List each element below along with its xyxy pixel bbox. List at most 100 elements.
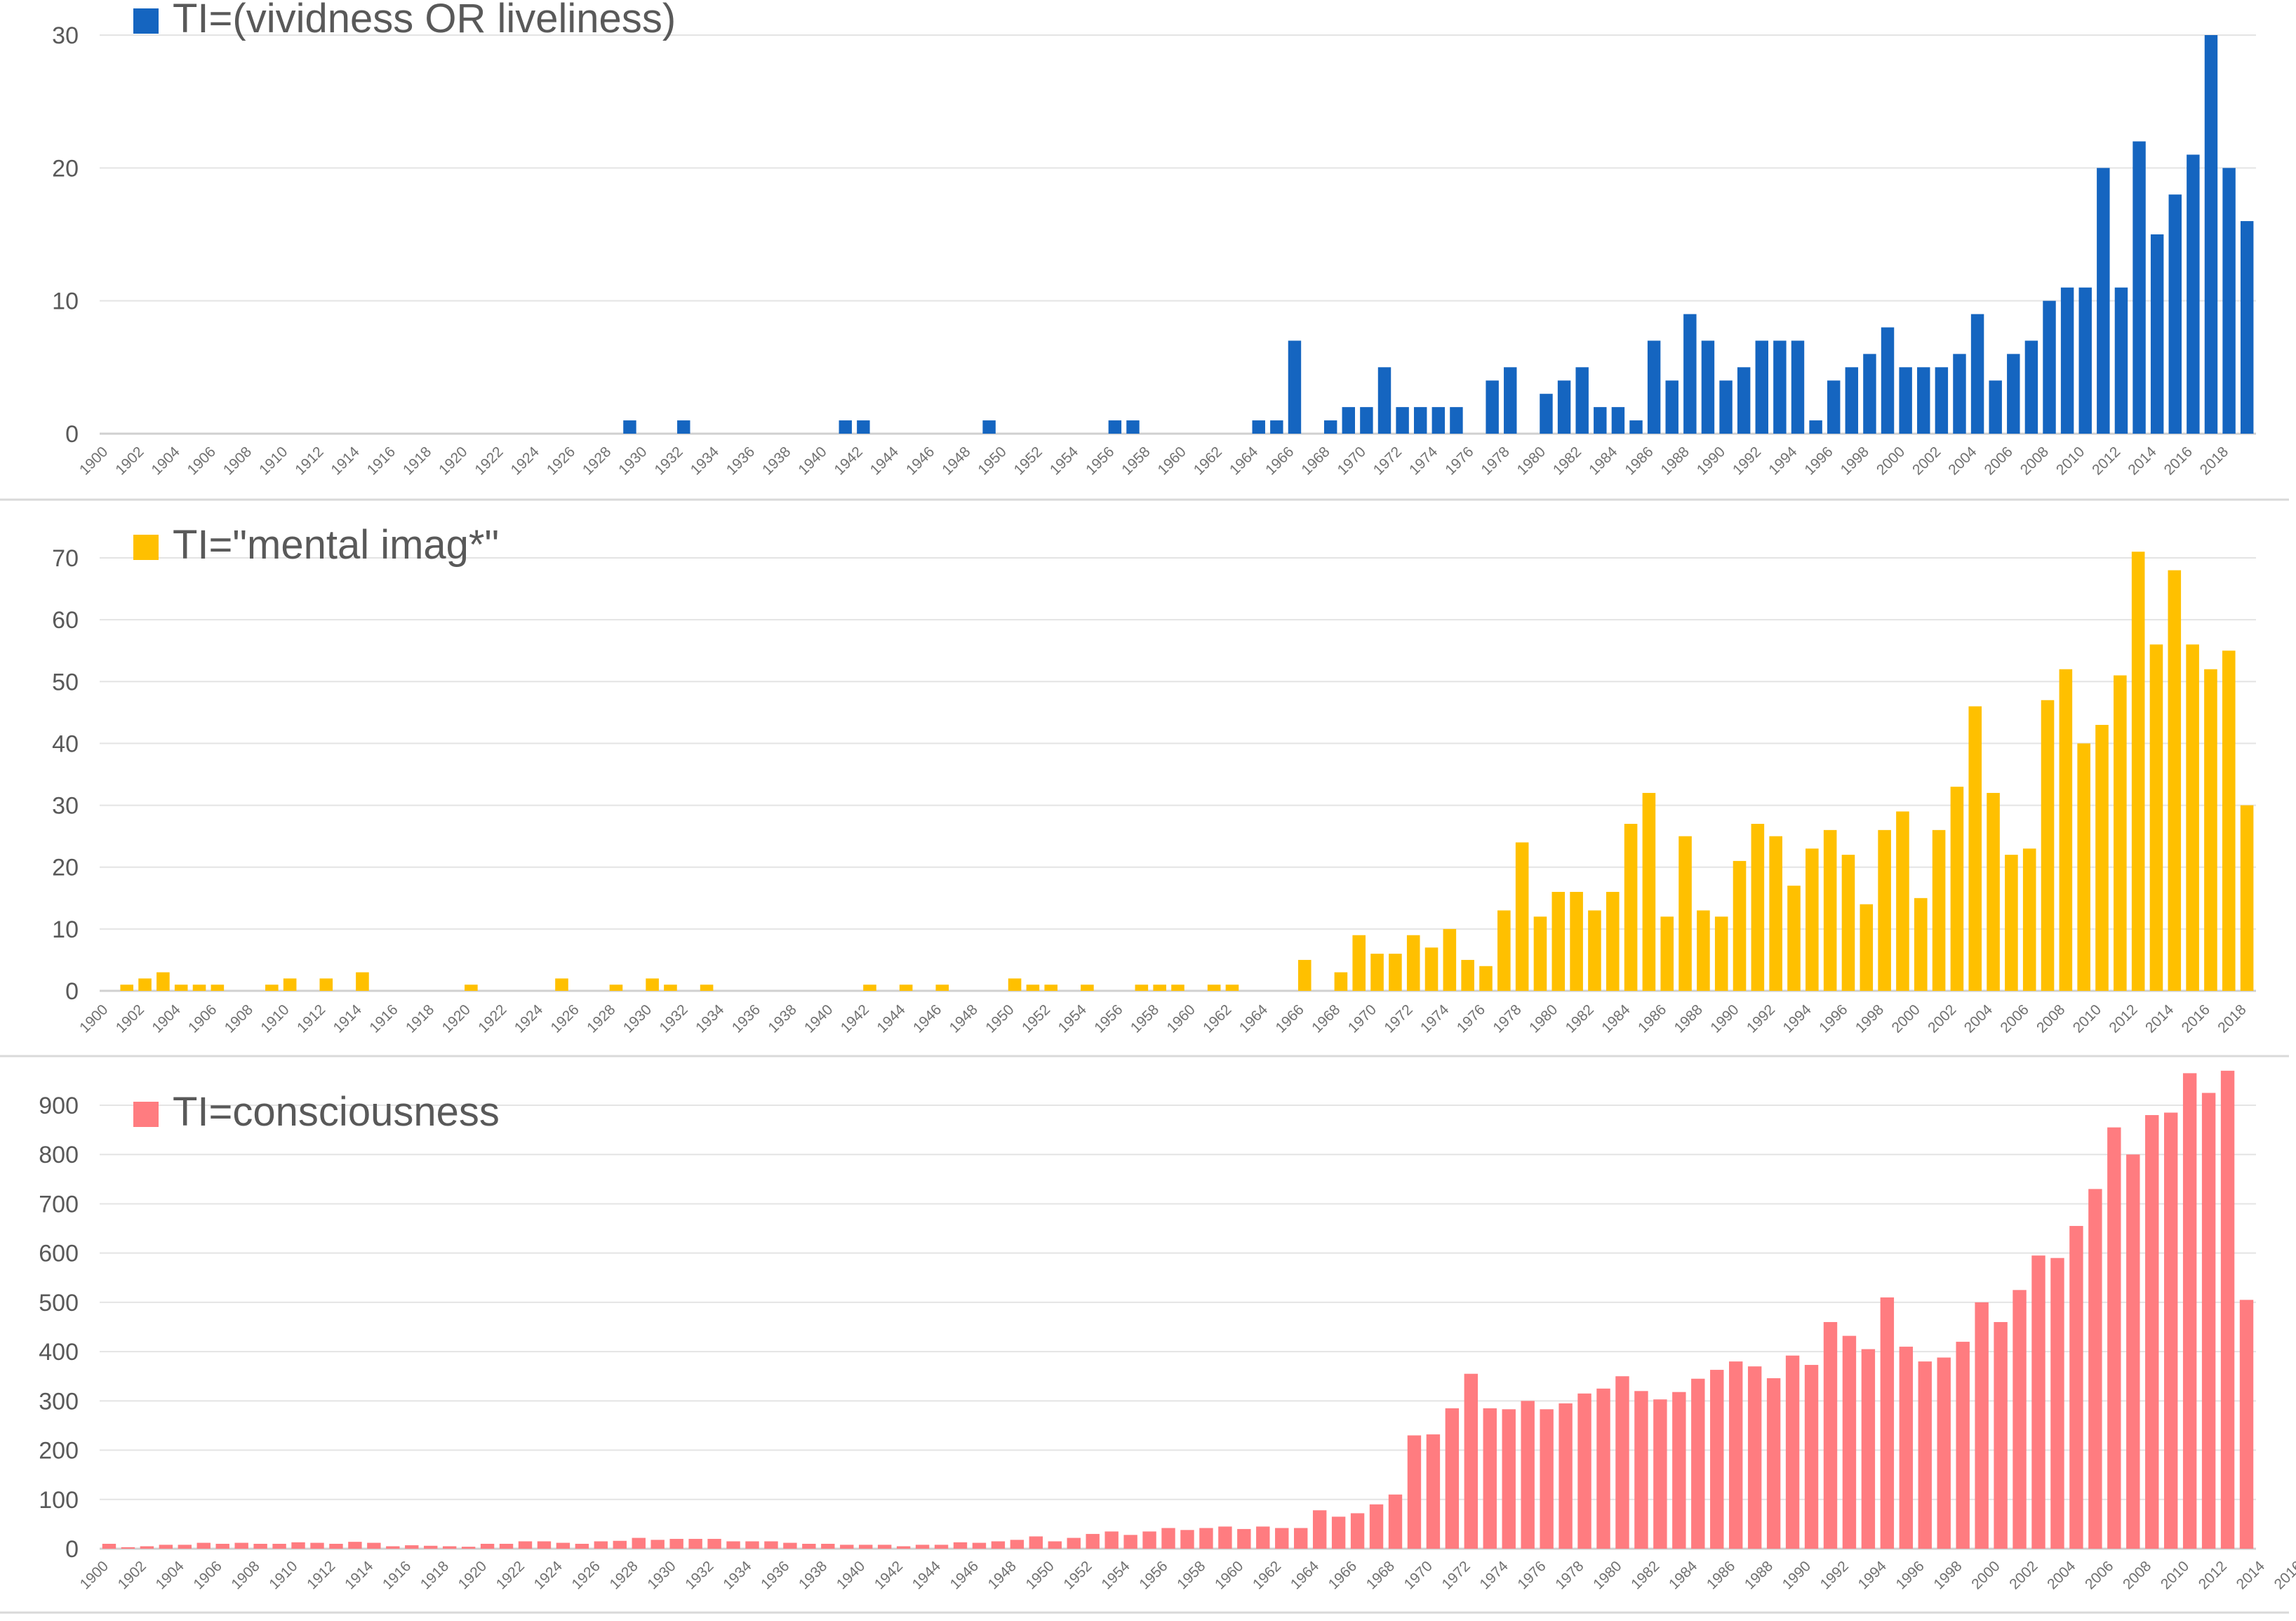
bar [211,985,225,991]
bar [499,1543,514,1549]
x-tick-label: 1924 [508,443,543,479]
x-tick-label: 1928 [580,443,614,478]
x-tick-label: 1902 [115,1558,149,1592]
x-tick-label: 1994 [1855,1558,1890,1593]
x-tick-label: 1978 [1478,443,1512,478]
bar [1180,1530,1194,1549]
bar [1533,916,1547,991]
bar [1863,354,1876,434]
bar [1048,1541,1062,1549]
bar [2024,340,2038,434]
bar [2168,570,2182,991]
y-tick-label: 70 [52,545,79,572]
bar [1842,1335,1857,1549]
bar [2239,1300,2254,1549]
bar [2126,1154,2140,1549]
bar [1312,1510,1327,1549]
bar [646,978,659,991]
x-tick-label: 1934 [688,443,723,479]
bar [1596,1388,1610,1549]
bar [1029,1536,1043,1549]
x-tick-label: 1912 [292,443,326,478]
bar [1918,1361,1932,1549]
bar [1297,959,1311,991]
bar [1935,367,1949,434]
bar [1701,340,1715,434]
y-tick-label: 30 [52,22,79,49]
bar [2131,552,2145,991]
bar [1424,947,1439,991]
x-tick-label: 1900 [76,443,111,478]
x-tick-label: 2002 [2006,1558,2041,1592]
bar [1450,407,1463,434]
bar [2220,1070,2235,1549]
x-tick-label: 1952 [1019,1001,1053,1036]
bar [1937,1357,1951,1549]
x-tick-label: 1970 [1401,1558,1436,1592]
bar [688,1538,702,1549]
x-tick-label: 1922 [493,1558,528,1592]
x-tick-label: 1982 [1628,1558,1662,1592]
bar [1479,966,1493,991]
x-tick-label: 1966 [1262,443,1297,478]
x-tick-label: 1920 [455,1558,490,1592]
bar [310,1542,324,1549]
x-tick-label: 2000 [1874,443,1908,478]
x-tick-label: 1906 [190,1558,225,1592]
bar [877,1545,892,1549]
x-tick-label: 1910 [258,1001,292,1036]
x-tick-label: 1970 [1335,443,1369,478]
bar [283,978,297,991]
x-tick-label: 1936 [729,1001,763,1036]
x-tick-label: 1992 [1817,1558,1852,1592]
x-tick-label: 1986 [1635,1001,1669,1036]
x-tick-label: 2014 [2125,443,2160,479]
bar [1606,891,1620,991]
bar [1968,706,1982,991]
bar [650,1540,665,1549]
x-tick-label: 1940 [795,443,829,478]
bar [1570,891,1583,991]
x-tick-label: 1976 [1514,1558,1549,1592]
x-tick-label: 1990 [1694,443,1728,478]
bar [707,1538,721,1549]
bar [265,985,279,991]
x-tick-label: 1976 [1442,443,1476,478]
x-tick-label: 1996 [1816,1001,1850,1036]
bar [1559,1403,1573,1549]
bar [991,1541,1006,1549]
bar [802,1543,816,1549]
x-tick-label: 1946 [903,443,937,478]
bar [1540,394,1553,434]
bar [1540,1409,1554,1549]
bar [1104,1531,1119,1549]
bar [1785,1355,1800,1549]
bar [1352,935,1366,991]
bar [1483,1408,1497,1549]
x-tick-label: 1972 [1370,443,1405,478]
y-tick-label: 30 [52,793,79,820]
bar [2050,1258,2064,1549]
x-tick-label: 2010 [2070,1001,2104,1036]
chart-panel-3: 0 100 200 300 400 500 600 700 800 900 1900 1902 1904… [0,1070,2296,1614]
bar [1464,1373,1479,1549]
bar [1323,420,1337,434]
x-tick-label: 1984 [1598,1001,1634,1036]
bar [1710,1370,1724,1549]
x-tick-label: 1958 [1128,1001,1162,1036]
bar [215,1543,229,1549]
bar [2088,1189,2102,1549]
x-tick-label: 1942 [838,1001,872,1036]
bar [839,420,852,434]
bar [972,1542,987,1549]
bar [1294,1528,1308,1549]
y-tick-label: 700 [39,1191,79,1218]
bar [1081,985,1094,991]
bar [1733,860,1747,991]
bar [1975,1302,1989,1549]
y-tick-label: 50 [52,669,79,695]
x-tick-label: 2018 [2215,1001,2249,1036]
bar [1443,928,1457,991]
bar [367,1542,381,1549]
bar [609,985,623,991]
